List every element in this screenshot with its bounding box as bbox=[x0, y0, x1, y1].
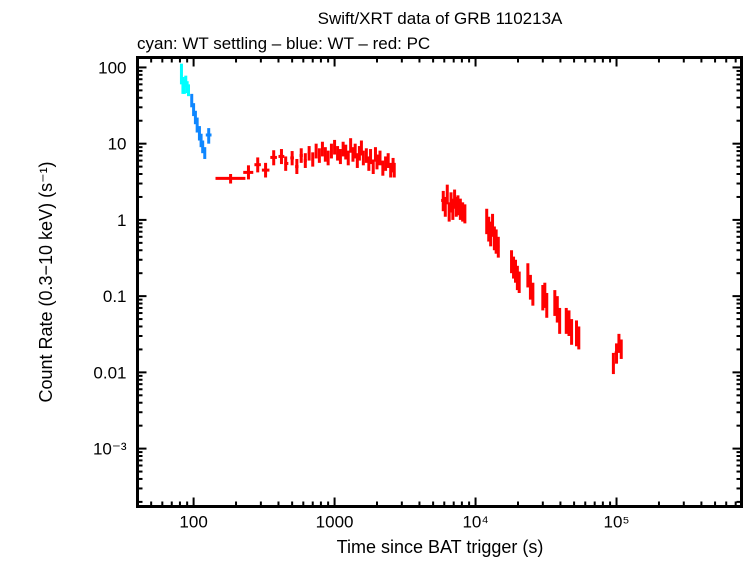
x-tick-label: 10⁴ bbox=[462, 513, 488, 532]
series-wt bbox=[190, 93, 212, 159]
data-point bbox=[303, 153, 307, 168]
data-point bbox=[491, 213, 495, 237]
series-wt-settling bbox=[179, 63, 190, 97]
data-point bbox=[353, 143, 357, 159]
data-point bbox=[443, 196, 447, 217]
y-tick-label: 0.1 bbox=[103, 287, 127, 306]
data-point bbox=[553, 290, 557, 316]
data-point bbox=[384, 156, 388, 171]
data-point bbox=[195, 117, 199, 133]
chart-title: Swift/XRT data of GRB 110213A bbox=[318, 9, 563, 28]
data-point bbox=[574, 320, 578, 347]
y-axis-label: Count Rate (0.3−10 keV) (s⁻¹) bbox=[36, 161, 56, 402]
data-point bbox=[344, 144, 348, 160]
data-point bbox=[278, 149, 285, 165]
data-point bbox=[323, 147, 327, 162]
data-point bbox=[284, 156, 289, 171]
data-point bbox=[355, 153, 359, 168]
data-point bbox=[203, 147, 207, 159]
data-point bbox=[617, 333, 621, 353]
data-point bbox=[369, 149, 373, 165]
data-point bbox=[558, 307, 562, 334]
data-point bbox=[307, 146, 311, 161]
data-point bbox=[517, 271, 521, 293]
data-point bbox=[190, 93, 194, 108]
data-point bbox=[375, 154, 379, 170]
data-point bbox=[371, 159, 375, 175]
data-point bbox=[299, 148, 303, 163]
data-point bbox=[346, 150, 350, 166]
data-point bbox=[389, 162, 393, 178]
data-point bbox=[528, 274, 532, 300]
data-point bbox=[614, 343, 619, 364]
data-point bbox=[564, 307, 568, 334]
data-point bbox=[531, 282, 535, 306]
data-point bbox=[333, 139, 337, 155]
data-point bbox=[458, 198, 462, 220]
data-point bbox=[381, 160, 385, 176]
y-tick-label: 1 bbox=[117, 211, 126, 230]
plot-frame bbox=[136, 56, 743, 508]
data-point bbox=[555, 296, 559, 323]
data-point bbox=[378, 150, 382, 166]
x-tick-label: 1000 bbox=[316, 513, 354, 532]
x-tick-label: 100 bbox=[179, 513, 207, 532]
data-point bbox=[349, 138, 353, 153]
series-pc bbox=[215, 138, 623, 375]
data-point bbox=[619, 339, 623, 359]
data-point bbox=[197, 126, 201, 141]
data-point bbox=[329, 143, 333, 159]
data-point bbox=[341, 141, 345, 157]
data-point bbox=[359, 140, 363, 156]
data-point bbox=[326, 150, 330, 166]
data-point bbox=[215, 174, 246, 184]
x-tick-label: 10⁵ bbox=[604, 513, 630, 532]
data-point bbox=[186, 84, 190, 97]
data-point bbox=[336, 146, 340, 161]
data-point bbox=[526, 263, 530, 288]
data-point bbox=[261, 162, 270, 178]
data-point bbox=[567, 310, 571, 336]
x-axis-label: Time since BAT trigger (s) bbox=[337, 537, 544, 557]
data-point bbox=[496, 236, 500, 258]
data-point bbox=[290, 151, 294, 166]
data-point bbox=[392, 162, 396, 178]
data-point bbox=[364, 148, 368, 163]
data-point bbox=[463, 204, 467, 224]
data-point bbox=[338, 149, 342, 165]
data-point bbox=[314, 143, 318, 159]
y-tick-label: 100 bbox=[98, 58, 126, 77]
data-point bbox=[611, 352, 615, 375]
data-point bbox=[192, 103, 196, 117]
data-point bbox=[311, 152, 315, 167]
data-point bbox=[320, 141, 324, 157]
y-tick-label: 10 bbox=[108, 135, 127, 154]
data-point bbox=[254, 157, 261, 173]
data-point bbox=[361, 150, 365, 166]
data-point bbox=[456, 195, 460, 216]
data-point bbox=[545, 292, 549, 318]
data-point bbox=[243, 165, 254, 180]
data-point bbox=[570, 319, 574, 345]
data-points bbox=[179, 63, 623, 375]
data-point bbox=[205, 128, 212, 144]
axis-ticks: 100 1000 10⁴ 10⁵ 100 10 1 0.1 0.01 10⁻³ bbox=[93, 57, 742, 532]
data-point bbox=[270, 150, 277, 166]
data-point bbox=[445, 184, 449, 205]
data-point bbox=[295, 158, 299, 175]
y-tick-label: 0.01 bbox=[93, 363, 126, 382]
data-point bbox=[386, 153, 390, 168]
y-tick-label: 10⁻³ bbox=[93, 440, 127, 459]
chart-subtitle: cyan: WT settling – blue: WT – red: PC bbox=[137, 34, 430, 53]
data-point bbox=[317, 148, 321, 163]
data-point bbox=[201, 140, 205, 154]
data-point bbox=[351, 147, 355, 162]
data-point bbox=[577, 326, 581, 350]
data-point bbox=[441, 190, 445, 212]
